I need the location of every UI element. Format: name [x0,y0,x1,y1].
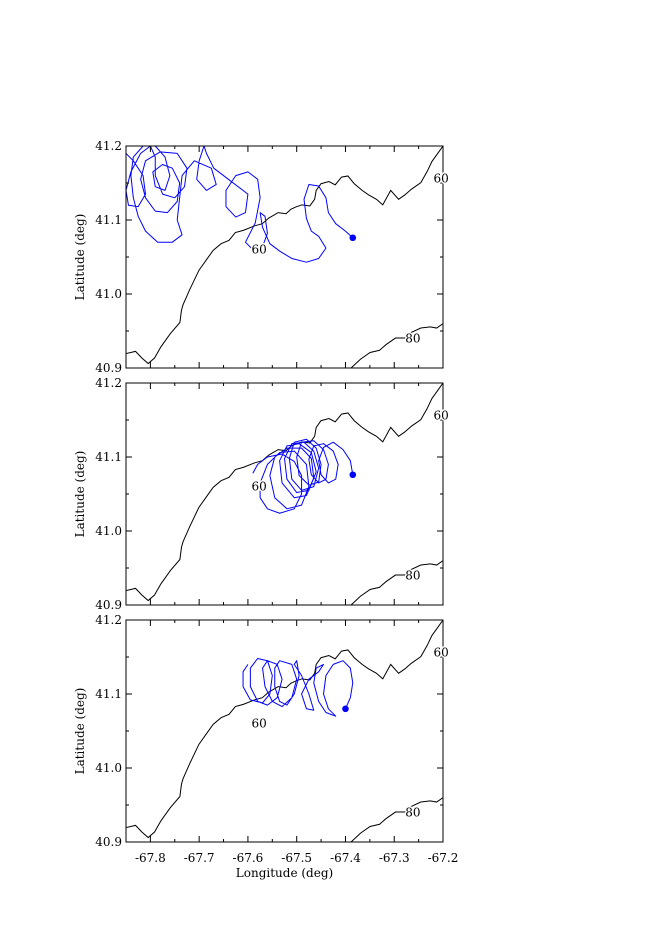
axis-ticks [125,145,444,369]
panel-middle: 40.9 41.0 41.1 41.2 Latitude (deg) 60 60… [73,376,450,612]
x-tick-label: -67.8 [135,851,166,865]
deployment-marker [349,234,357,242]
x-tick-label: -67.5 [281,851,312,865]
drifter-track [125,145,354,263]
contour-line [350,323,444,369]
y-tick-label: 41.2 [95,139,122,153]
contour-line [125,145,444,365]
x-tick-label: -67.6 [233,851,264,865]
x-tick-label: -67.3 [379,851,410,865]
track-line [242,657,354,717]
y-tick-label: 41.0 [95,287,122,301]
contour-label: 60 [433,409,448,423]
y-axis-label: Latitude (deg) [73,451,87,538]
y-tick-label: 41.2 [95,376,122,390]
track-line [125,145,354,263]
x-axis-label: Longitude (deg) [236,866,333,880]
x-tick-label: -67.2 [428,851,459,865]
y-tick-label: 40.9 [95,835,122,849]
deployment-marker [349,471,357,479]
y-tick-label: 40.9 [95,361,122,375]
contour-label: 60 [251,243,266,257]
deployment-marker [342,705,349,713]
contour-label: 60 [433,172,448,186]
y-tick-label: 40.9 [95,598,122,612]
axis-ticks [125,619,444,843]
bathymetry-contours [125,145,444,369]
contour-line [125,619,444,839]
contour-label: 80 [405,568,420,582]
y-tick-label: 41.1 [95,450,122,464]
drifter-track [252,438,354,514]
panel-top: 40.9 41.0 41.1 41.2 Latitude (deg) 60 60… [73,139,450,375]
track-line [252,438,354,514]
axis-ticks [125,382,444,606]
plot-frame [125,145,444,369]
y-tick-label: 41.1 [95,687,122,701]
contour-label: 60 [251,717,266,731]
contour-line [350,797,444,843]
y-tick-label: 41.0 [95,524,122,538]
contour-label: 80 [405,805,420,819]
y-axis-label: Latitude (deg) [73,214,87,301]
plot-frame [125,619,444,843]
y-tick-label: 41.1 [95,213,122,227]
contour-label: 60 [251,480,266,494]
y-tick-label: 41.2 [95,613,122,627]
bathymetry-contours [125,619,444,843]
drifter-track [242,657,354,717]
y-axis-label: Latitude (deg) [73,688,87,775]
x-tick-label: -67.4 [330,851,361,865]
plot-frame [125,382,444,606]
panel-bottom: 40.9 41.0 41.1 41.2 Latitude (deg) 60 60… [73,613,458,880]
contour-line [350,560,444,606]
contour-line [125,382,444,602]
contour-label: 60 [433,646,448,660]
y-tick-label: 41.0 [95,761,122,775]
x-tick-label: -67.7 [184,851,215,865]
contour-label: 80 [405,331,420,345]
bathymetry-contours [125,382,444,606]
